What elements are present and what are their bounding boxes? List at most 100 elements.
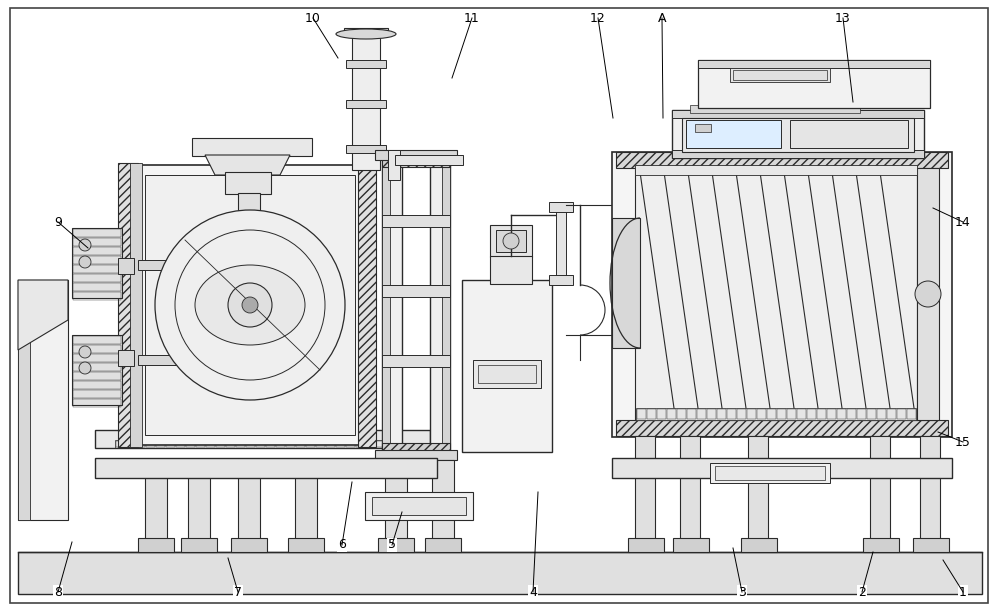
Ellipse shape [336,29,396,39]
Bar [18,280,68,520]
Bar [478,365,536,383]
Bar [306,441,315,447]
Bar [673,538,709,552]
Bar [295,460,317,550]
Bar [549,275,573,285]
Bar [18,552,982,594]
Bar [375,450,457,460]
Bar [72,335,122,405]
Circle shape [79,362,91,374]
Bar [186,441,195,447]
Bar [717,409,726,419]
Bar [877,409,886,419]
Bar [887,409,896,419]
Bar [18,280,30,520]
Bar [73,399,121,407]
Text: 15: 15 [955,436,971,448]
Bar [296,441,305,447]
Bar [707,409,716,419]
Text: 6: 6 [338,539,346,551]
Ellipse shape [195,265,305,345]
Bar [73,292,121,300]
Bar [181,538,217,552]
Text: 1: 1 [959,586,967,598]
Bar [73,381,121,389]
Bar [667,409,676,419]
Bar [672,110,924,118]
Bar [382,355,450,367]
Text: 8: 8 [54,586,62,598]
Bar [246,441,255,447]
Bar [616,420,948,436]
Bar [647,409,656,419]
Bar [136,441,145,447]
Bar [616,152,948,168]
Bar [276,441,285,447]
Bar [697,409,706,419]
Bar [352,30,380,170]
Bar [372,497,466,515]
Bar [365,492,473,520]
Bar [126,441,135,447]
Bar [176,441,185,447]
Text: 14: 14 [955,215,971,229]
Bar [130,165,370,445]
Bar [346,441,355,447]
Bar [425,538,461,552]
Bar [118,163,138,447]
Bar [612,458,952,478]
Bar [612,218,640,348]
Bar [196,441,205,447]
Bar [378,538,414,552]
Polygon shape [18,280,68,350]
Bar [556,205,566,285]
Bar [462,280,552,452]
Bar [382,215,450,227]
Bar [787,409,796,419]
Text: 13: 13 [835,12,851,24]
Bar [95,430,430,448]
Bar [549,202,573,212]
Bar [346,100,386,108]
Bar [376,441,385,447]
Bar [442,155,450,455]
Text: 11: 11 [464,12,480,24]
Bar [817,409,826,419]
Bar [635,436,655,541]
Bar [690,105,860,113]
Bar [73,372,121,380]
Circle shape [242,297,258,313]
Bar [698,60,930,108]
Bar [344,28,388,36]
Bar [188,460,210,550]
Bar [747,409,756,419]
Bar [72,228,122,298]
Bar [118,258,134,274]
Polygon shape [205,155,290,175]
Bar [73,390,121,398]
Bar [867,409,876,419]
Bar [695,124,711,132]
Bar [913,538,949,552]
Circle shape [79,239,91,251]
Bar [907,409,916,419]
Bar [432,460,454,550]
Bar [635,168,917,420]
Bar [146,441,155,447]
Bar [496,230,526,252]
Bar [737,409,746,419]
Bar [316,441,325,447]
Bar [733,70,827,80]
Circle shape [155,210,345,400]
Bar [657,409,666,419]
Bar [156,441,165,447]
Bar [130,163,142,447]
Bar [473,360,541,388]
Bar [346,60,386,68]
Bar [680,436,700,541]
Bar [612,152,952,437]
Circle shape [79,256,91,268]
Bar [336,441,345,447]
Bar [870,436,890,541]
Bar [672,150,924,158]
